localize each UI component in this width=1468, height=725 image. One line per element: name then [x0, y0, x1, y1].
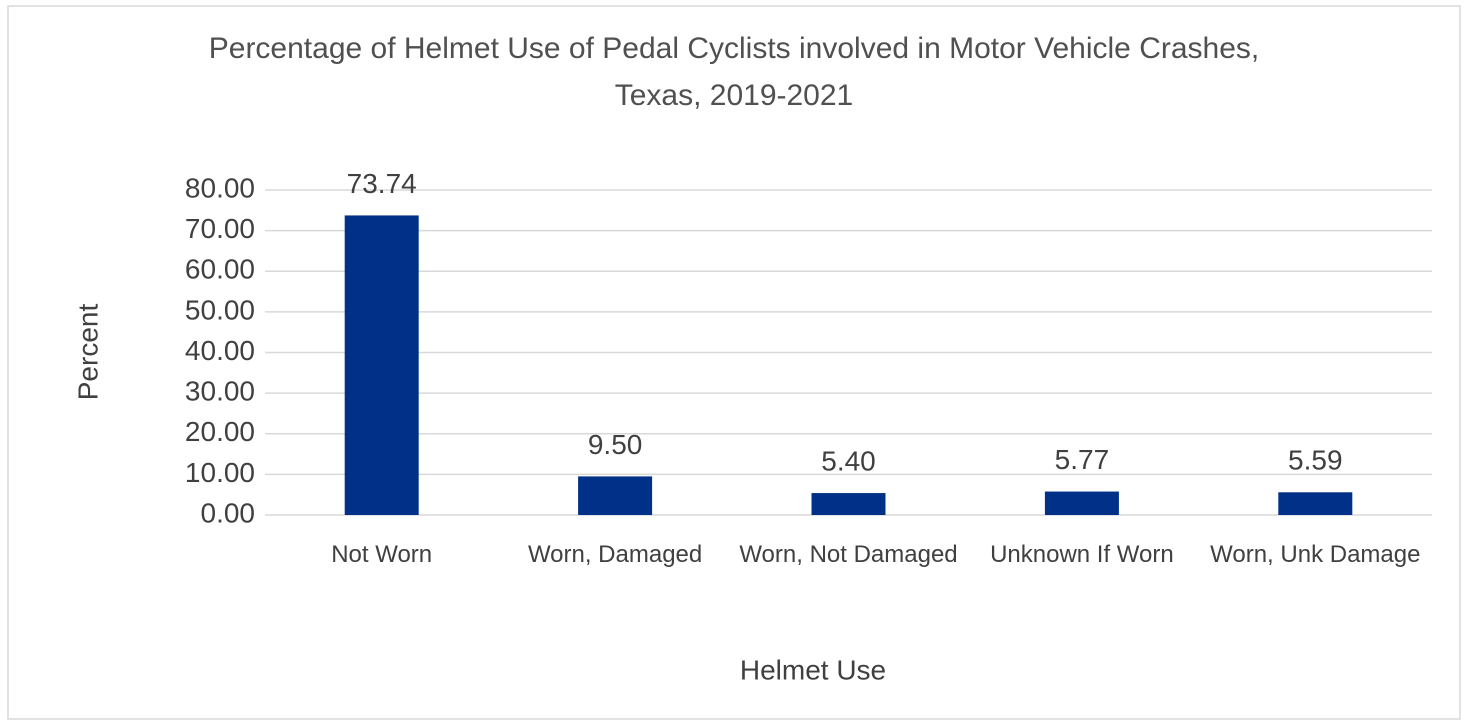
y-tick-label: 10.00: [185, 457, 255, 488]
data-label: 73.74: [347, 168, 417, 199]
x-axis-label: Helmet Use: [740, 654, 886, 685]
data-label: 5.40: [821, 445, 876, 476]
x-tick-label: Not Worn: [331, 541, 433, 568]
y-tick-label: 60.00: [185, 254, 255, 285]
data-label: 5.59: [1288, 445, 1343, 476]
x-tick-box: Worn, Not Damaged: [739, 541, 958, 568]
chart-border: [7, 5, 1461, 720]
y-tick-label: 70.00: [185, 213, 255, 244]
bar: [1044, 491, 1119, 515]
x-tick-box: Worn, Damaged: [527, 541, 703, 568]
y-axis-label: Percent: [72, 304, 103, 401]
y-tick-label: 50.00: [185, 294, 255, 325]
bar: [1278, 492, 1353, 515]
x-tick-box: Unknown If Worn: [990, 541, 1174, 568]
bar: [811, 493, 886, 515]
title-box: Percentage of Helmet Use of Pedal Cyclis…: [208, 32, 1260, 112]
bar: [578, 476, 653, 515]
data-label: 9.50: [588, 429, 643, 460]
chart-title: Percentage of Helmet Use of Pedal Cyclis…: [208, 32, 1260, 112]
y-tick-label: 0.00: [201, 497, 256, 528]
x-tick-label: Worn, Damaged: [527, 541, 703, 568]
y-tick-label: 30.00: [185, 376, 255, 407]
y-tick-label: 20.00: [185, 416, 255, 447]
y-tick-label: 40.00: [185, 335, 255, 366]
x-tick-box: Worn, Unk Damage: [1210, 541, 1421, 568]
bar: [344, 215, 419, 515]
y-tick-label: 80.00: [185, 172, 255, 203]
x-tick-label: Worn, Not Damaged: [739, 541, 958, 568]
x-tick-box: Not Worn: [331, 541, 433, 568]
data-label: 5.77: [1055, 444, 1110, 475]
x-tick-label: Unknown If Worn: [990, 541, 1174, 568]
x-tick-label: Worn, Unk Damage: [1210, 541, 1421, 568]
